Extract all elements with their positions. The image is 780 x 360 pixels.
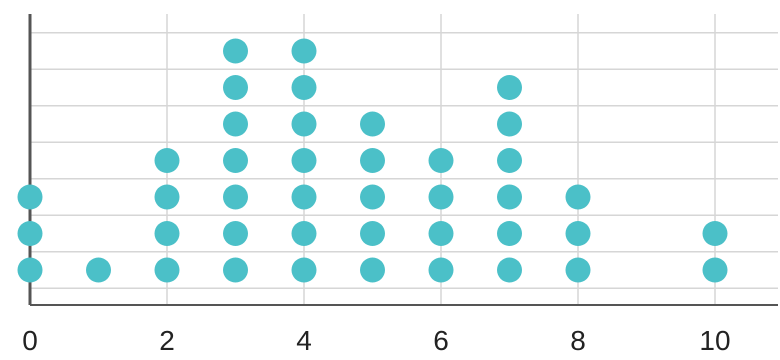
data-dot xyxy=(17,257,43,283)
data-dot xyxy=(17,184,43,210)
data-dot xyxy=(291,221,317,246)
data-dot xyxy=(360,257,385,283)
data-dot xyxy=(291,38,317,64)
data-dot xyxy=(154,184,180,210)
data-dot xyxy=(497,184,522,210)
data-dot xyxy=(360,221,385,246)
x-tick-label: 4 xyxy=(296,325,312,356)
data-dot xyxy=(497,75,522,100)
data-dot xyxy=(154,221,180,246)
data-dot xyxy=(291,257,317,283)
data-dot xyxy=(223,38,248,64)
dot-layer xyxy=(17,38,728,283)
data-dot xyxy=(291,184,317,210)
data-dot xyxy=(497,148,522,173)
data-dot xyxy=(86,257,111,283)
data-dot xyxy=(497,257,522,283)
data-dot xyxy=(223,184,248,210)
data-dot xyxy=(702,257,728,283)
data-dot xyxy=(223,257,248,283)
tick-label-layer: 0 2 4 6 8 10 xyxy=(22,325,730,356)
data-dot xyxy=(702,221,728,246)
x-tick-label: 0 xyxy=(22,325,38,356)
data-dot xyxy=(154,257,180,283)
data-dot xyxy=(428,221,454,246)
data-dot xyxy=(497,111,522,137)
data-dot xyxy=(223,111,248,137)
data-dot xyxy=(223,148,248,173)
data-dot xyxy=(565,257,591,283)
data-dot xyxy=(17,221,43,246)
data-dot xyxy=(291,111,317,137)
data-dot xyxy=(428,184,454,210)
x-tick-label: 10 xyxy=(699,325,730,356)
data-dot xyxy=(428,257,454,283)
data-dot xyxy=(154,148,180,173)
data-dot xyxy=(565,221,591,246)
data-dot xyxy=(497,221,522,246)
data-dot xyxy=(360,184,385,210)
data-dot xyxy=(360,148,385,173)
x-tick-label: 6 xyxy=(433,325,449,356)
data-dot xyxy=(360,111,385,137)
grid-layer xyxy=(30,14,778,305)
data-dot xyxy=(565,184,591,210)
data-dot xyxy=(428,148,454,173)
x-tick-label: 2 xyxy=(159,325,175,356)
axis-layer xyxy=(28,14,778,306)
data-dot xyxy=(291,148,317,173)
data-dot xyxy=(223,75,248,100)
data-dot xyxy=(223,221,248,246)
data-dot xyxy=(291,75,317,100)
x-tick-label: 8 xyxy=(570,325,586,356)
